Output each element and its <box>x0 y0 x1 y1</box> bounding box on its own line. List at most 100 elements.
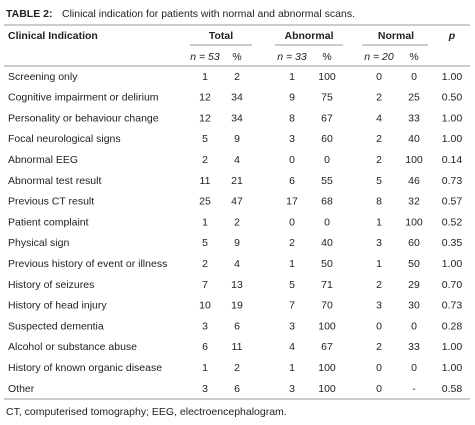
row-label: Abnormal EEG <box>8 154 78 166</box>
cell: 2 <box>234 216 240 228</box>
cell: 50 <box>408 258 420 270</box>
cell: 2 <box>234 362 240 374</box>
cell: 0 <box>376 71 382 83</box>
cell: 1.00 <box>442 258 463 270</box>
cell: 8 <box>289 112 295 124</box>
cell: 2 <box>202 258 208 270</box>
cell: 4 <box>234 154 240 166</box>
cell: 5 <box>202 133 208 145</box>
cell: 67 <box>321 341 333 353</box>
cell: 1.00 <box>442 112 463 124</box>
footnote: CT, computerised tomography; EEG, electr… <box>6 406 287 418</box>
row-label: Cognitive impairment or delirium <box>8 92 159 104</box>
row-label: Abnormal test result <box>8 175 101 187</box>
cell: 0 <box>376 362 382 374</box>
cell: 2 <box>202 154 208 166</box>
cell: 1 <box>289 258 295 270</box>
cell: 6 <box>202 341 208 353</box>
row-label: Previous CT result <box>8 196 94 208</box>
cell: 3 <box>202 383 208 395</box>
cell: 11 <box>200 175 211 187</box>
cell: 29 <box>408 279 420 291</box>
cell: 1.00 <box>442 362 463 374</box>
cell: 2 <box>376 341 382 353</box>
row-label: Focal neurological signs <box>8 133 121 145</box>
cell: 68 <box>321 196 333 208</box>
cell: 0.57 <box>442 196 463 208</box>
cell: 0 <box>289 154 295 166</box>
cell: 0 <box>376 320 382 332</box>
cell: 19 <box>231 300 243 312</box>
cell: 0.58 <box>442 383 463 395</box>
cell: 3 <box>202 320 208 332</box>
cell: 5 <box>376 175 382 187</box>
cell: 6 <box>289 175 295 187</box>
cell: 0.52 <box>442 216 463 228</box>
cell: 7 <box>289 300 295 312</box>
cell: 9 <box>234 237 240 249</box>
cell: 4 <box>289 341 295 353</box>
row-label: Personality or behaviour change <box>8 112 159 124</box>
row-label: Alcohol or substance abuse <box>8 341 137 353</box>
cell: 47 <box>231 196 243 208</box>
cell: 2 <box>234 71 240 83</box>
cell: 0 <box>411 362 417 374</box>
cell: 55 <box>321 175 333 187</box>
cell: 8 <box>376 196 382 208</box>
cell: 3 <box>289 383 295 395</box>
cell: 32 <box>408 196 420 208</box>
cell: 60 <box>321 133 333 145</box>
cell: 3 <box>376 237 382 249</box>
cell: 0 <box>376 383 382 395</box>
cell: 5 <box>202 237 208 249</box>
column-header: Abnormal <box>284 30 333 42</box>
cell: 1 <box>202 216 208 228</box>
cell: 75 <box>321 92 333 104</box>
column-subheader: n = 33 <box>277 51 307 63</box>
cell: 0 <box>411 71 417 83</box>
cell: 9 <box>234 133 240 145</box>
cell: 0.73 <box>442 300 463 312</box>
cell: 2 <box>376 133 382 145</box>
cell: 71 <box>321 279 333 291</box>
cell: 100 <box>318 383 336 395</box>
cell: - <box>412 383 416 395</box>
cell: 40 <box>321 237 333 249</box>
cell: 25 <box>408 92 420 104</box>
row-label: Screening only <box>8 71 78 83</box>
cell: 1 <box>289 71 295 83</box>
column-subheader: % <box>232 51 241 63</box>
cell: 12 <box>199 92 211 104</box>
cell: 10 <box>199 300 211 312</box>
cell: 50 <box>321 258 333 270</box>
row-label: History of head injury <box>8 300 107 312</box>
cell: 5 <box>289 279 295 291</box>
cell: 0.35 <box>442 237 463 249</box>
cell: 33 <box>408 341 420 353</box>
cell: 100 <box>318 71 336 83</box>
cell: 13 <box>231 279 243 291</box>
cell: 70 <box>321 300 333 312</box>
cell: 4 <box>234 258 240 270</box>
cell: 4 <box>376 112 382 124</box>
cell: 25 <box>199 196 211 208</box>
column-subheader: % <box>322 51 331 63</box>
cell: 0 <box>289 216 295 228</box>
cell: 0.28 <box>442 320 463 332</box>
cell: 60 <box>408 237 420 249</box>
cell: 1 <box>376 258 382 270</box>
column-header: Normal <box>378 30 414 42</box>
cell: 0 <box>324 154 330 166</box>
cell: 6 <box>234 383 240 395</box>
row-label: History of known organic disease <box>8 362 162 374</box>
cell: 11 <box>232 341 243 353</box>
cell: 3 <box>289 133 295 145</box>
column-subheader: n = 20 <box>364 51 394 63</box>
cell: 2 <box>376 92 382 104</box>
cell: 30 <box>408 300 420 312</box>
column-subheader: % <box>409 51 418 63</box>
column-header: Total <box>209 30 233 42</box>
cell: 2 <box>376 154 382 166</box>
table-title: Clinical indication for patients with no… <box>62 8 355 20</box>
